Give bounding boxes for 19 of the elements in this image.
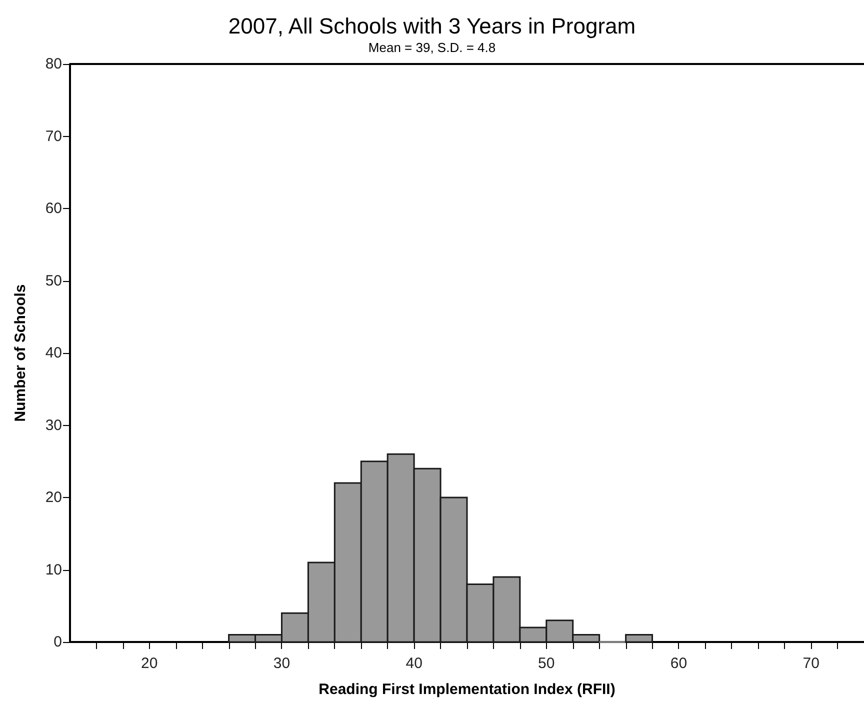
- y-axis-title: Number of Schools: [12, 284, 29, 422]
- x-tick-label: 30: [273, 655, 290, 672]
- y-tick-label: 30: [45, 416, 62, 434]
- x-tick-label: 60: [670, 655, 688, 672]
- x-tick-label: 20: [141, 655, 158, 672]
- y-tick-label: 10: [45, 561, 62, 578]
- y-tick-label: 40: [45, 344, 62, 362]
- x-axis-title: Reading First Implementation Index (RFII): [318, 681, 616, 698]
- y-tick-label: 20: [45, 489, 62, 506]
- chart-subtitle: Mean = 39, S.D. = 4.8: [368, 40, 496, 55]
- x-tick-label: 50: [538, 655, 555, 672]
- x-tick-label: 70: [802, 655, 820, 672]
- x-tick-label: 40: [406, 655, 422, 672]
- y-tick-label: 60: [45, 200, 62, 217]
- y-tick-label: 80: [45, 56, 62, 72]
- y-tick-label: 70: [45, 128, 62, 145]
- y-tick-label: 50: [45, 272, 62, 290]
- chart-title: 2007, All Schools with 3 Years in Program: [228, 14, 636, 38]
- y-tick-label: 0: [54, 634, 62, 650]
